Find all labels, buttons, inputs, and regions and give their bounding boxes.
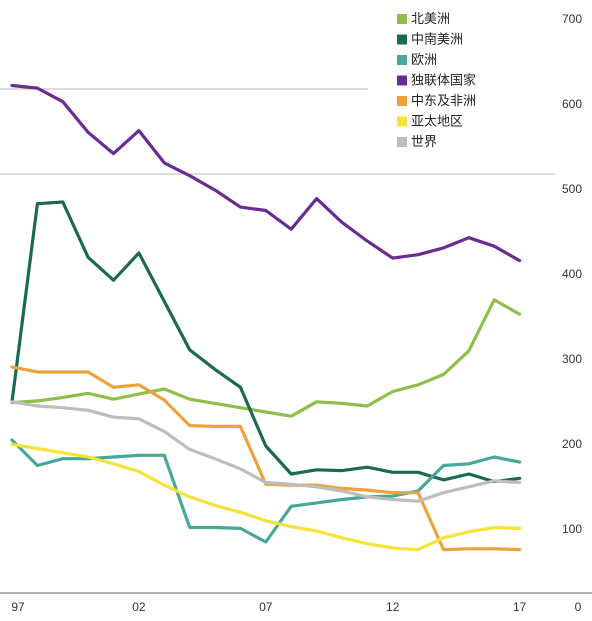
series-line-1 bbox=[10, 200, 522, 484]
series-lines bbox=[10, 83, 522, 552]
legend-swatch bbox=[397, 55, 407, 65]
x-tick-label: 17 bbox=[513, 600, 527, 614]
x-tick-label: 12 bbox=[386, 600, 400, 614]
series-line-0 bbox=[10, 298, 522, 418]
series-line-5 bbox=[10, 442, 522, 552]
y-tick-label: 300 bbox=[562, 352, 582, 366]
y-tick-label: 600 bbox=[562, 97, 582, 111]
x-tick-label: 02 bbox=[132, 600, 146, 614]
legend-swatch bbox=[397, 14, 407, 24]
legend-swatch bbox=[397, 96, 407, 106]
gridlines bbox=[0, 88, 555, 175]
legend-label: 独联体国家 bbox=[411, 73, 476, 89]
legend-swatch bbox=[397, 75, 407, 86]
y-tick-label: 400 bbox=[562, 267, 582, 281]
series-line-6 bbox=[10, 400, 522, 503]
y-tick-label: 500 bbox=[562, 182, 582, 196]
axes: 97 02 07 12 17 0 100 200 300 400 500 600 700 bbox=[0, 12, 592, 614]
legend-swatch bbox=[397, 137, 407, 147]
legend-label: 世界 bbox=[411, 135, 437, 150]
x-tick-label: 97 bbox=[11, 600, 25, 614]
y-tick-label: 200 bbox=[562, 437, 582, 451]
y-tick-label: 100 bbox=[562, 522, 582, 536]
legend-label: 中南美洲 bbox=[411, 32, 463, 48]
series-line-2 bbox=[10, 438, 522, 544]
legend-label: 北美洲 bbox=[411, 12, 450, 27]
legend-swatch bbox=[397, 34, 407, 45]
legend-label: 中东及非洲 bbox=[411, 94, 476, 109]
legend-label: 欧洲 bbox=[411, 53, 437, 68]
legend-swatch bbox=[397, 116, 407, 127]
series-line-4 bbox=[10, 365, 522, 552]
series-line-3 bbox=[10, 83, 522, 263]
legend-label: 亚太地区 bbox=[411, 115, 463, 130]
x-tick-label: 07 bbox=[259, 600, 273, 614]
y-tick-label: 0 bbox=[575, 600, 582, 614]
y-tick-label: 700 bbox=[562, 12, 582, 26]
